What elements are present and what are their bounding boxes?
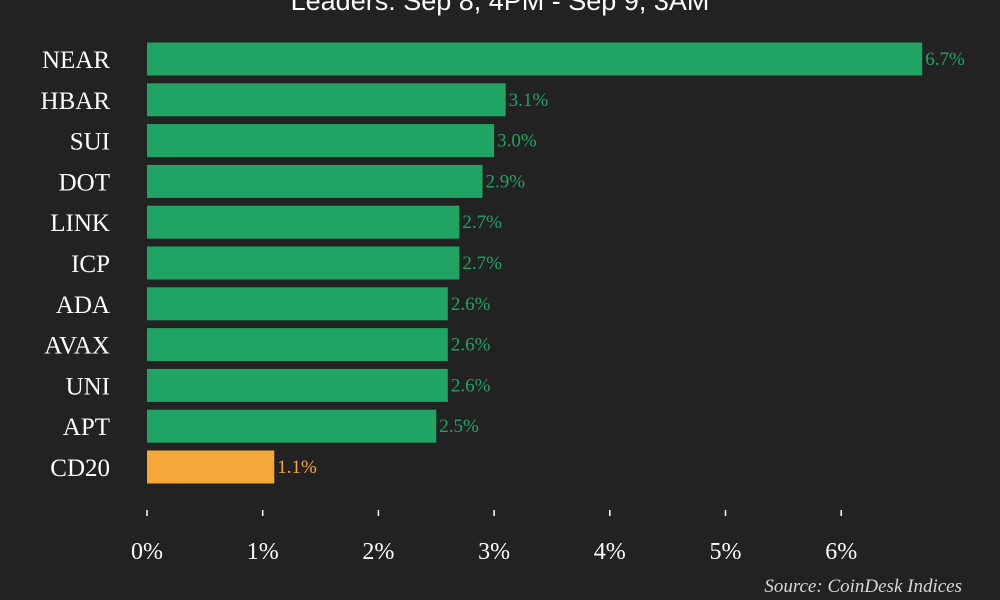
category-label: AVAX bbox=[44, 333, 110, 360]
value-label: 2.6% bbox=[451, 375, 491, 396]
value-label: 6.7% bbox=[925, 49, 965, 70]
value-label: 2.7% bbox=[462, 253, 502, 274]
value-label: 2.5% bbox=[439, 416, 479, 437]
category-label: HBAR bbox=[41, 88, 111, 115]
value-label: 2.6% bbox=[451, 335, 491, 356]
value-label: 2.7% bbox=[462, 212, 502, 233]
category-label: UNI bbox=[66, 373, 110, 400]
bar-ada bbox=[147, 287, 448, 321]
category-label: LINK bbox=[50, 210, 110, 237]
bar-avax bbox=[147, 328, 448, 362]
bar-uni bbox=[147, 368, 448, 402]
value-label: 3.0% bbox=[497, 131, 537, 152]
bar-link bbox=[147, 205, 460, 239]
x-tick-label: 4% bbox=[594, 539, 626, 565]
value-label: 3.1% bbox=[509, 90, 549, 111]
value-label: 1.1% bbox=[277, 457, 317, 478]
category-label: ADA bbox=[56, 292, 110, 319]
x-tick-label: 1% bbox=[247, 539, 279, 565]
bar-apt bbox=[147, 409, 437, 443]
category-label: SUI bbox=[70, 129, 110, 156]
x-tick-label: 0% bbox=[131, 539, 163, 565]
x-tick-label: 2% bbox=[362, 539, 394, 565]
bar-hbar bbox=[147, 83, 506, 117]
bar-dot bbox=[147, 164, 483, 198]
bar-sui bbox=[147, 124, 495, 158]
bar-near bbox=[147, 42, 923, 76]
x-tick-label: 5% bbox=[710, 539, 742, 565]
bar-icp bbox=[147, 246, 460, 280]
category-label: NEAR bbox=[42, 47, 110, 74]
category-label: DOT bbox=[59, 169, 110, 196]
category-label: ICP bbox=[71, 251, 110, 278]
x-tick-label: 6% bbox=[825, 539, 857, 565]
chart-title: Leaders: Sep 8, 4PM - Sep 9, 3AM bbox=[290, 0, 710, 16]
source-note: Source: CoinDesk Indices bbox=[764, 576, 962, 597]
category-label: APT bbox=[63, 414, 110, 441]
bar-cd20 bbox=[147, 450, 275, 484]
x-tick-label: 3% bbox=[478, 539, 510, 565]
category-label: CD20 bbox=[50, 455, 110, 482]
value-label: 2.6% bbox=[451, 294, 491, 315]
value-label: 2.9% bbox=[486, 171, 526, 192]
